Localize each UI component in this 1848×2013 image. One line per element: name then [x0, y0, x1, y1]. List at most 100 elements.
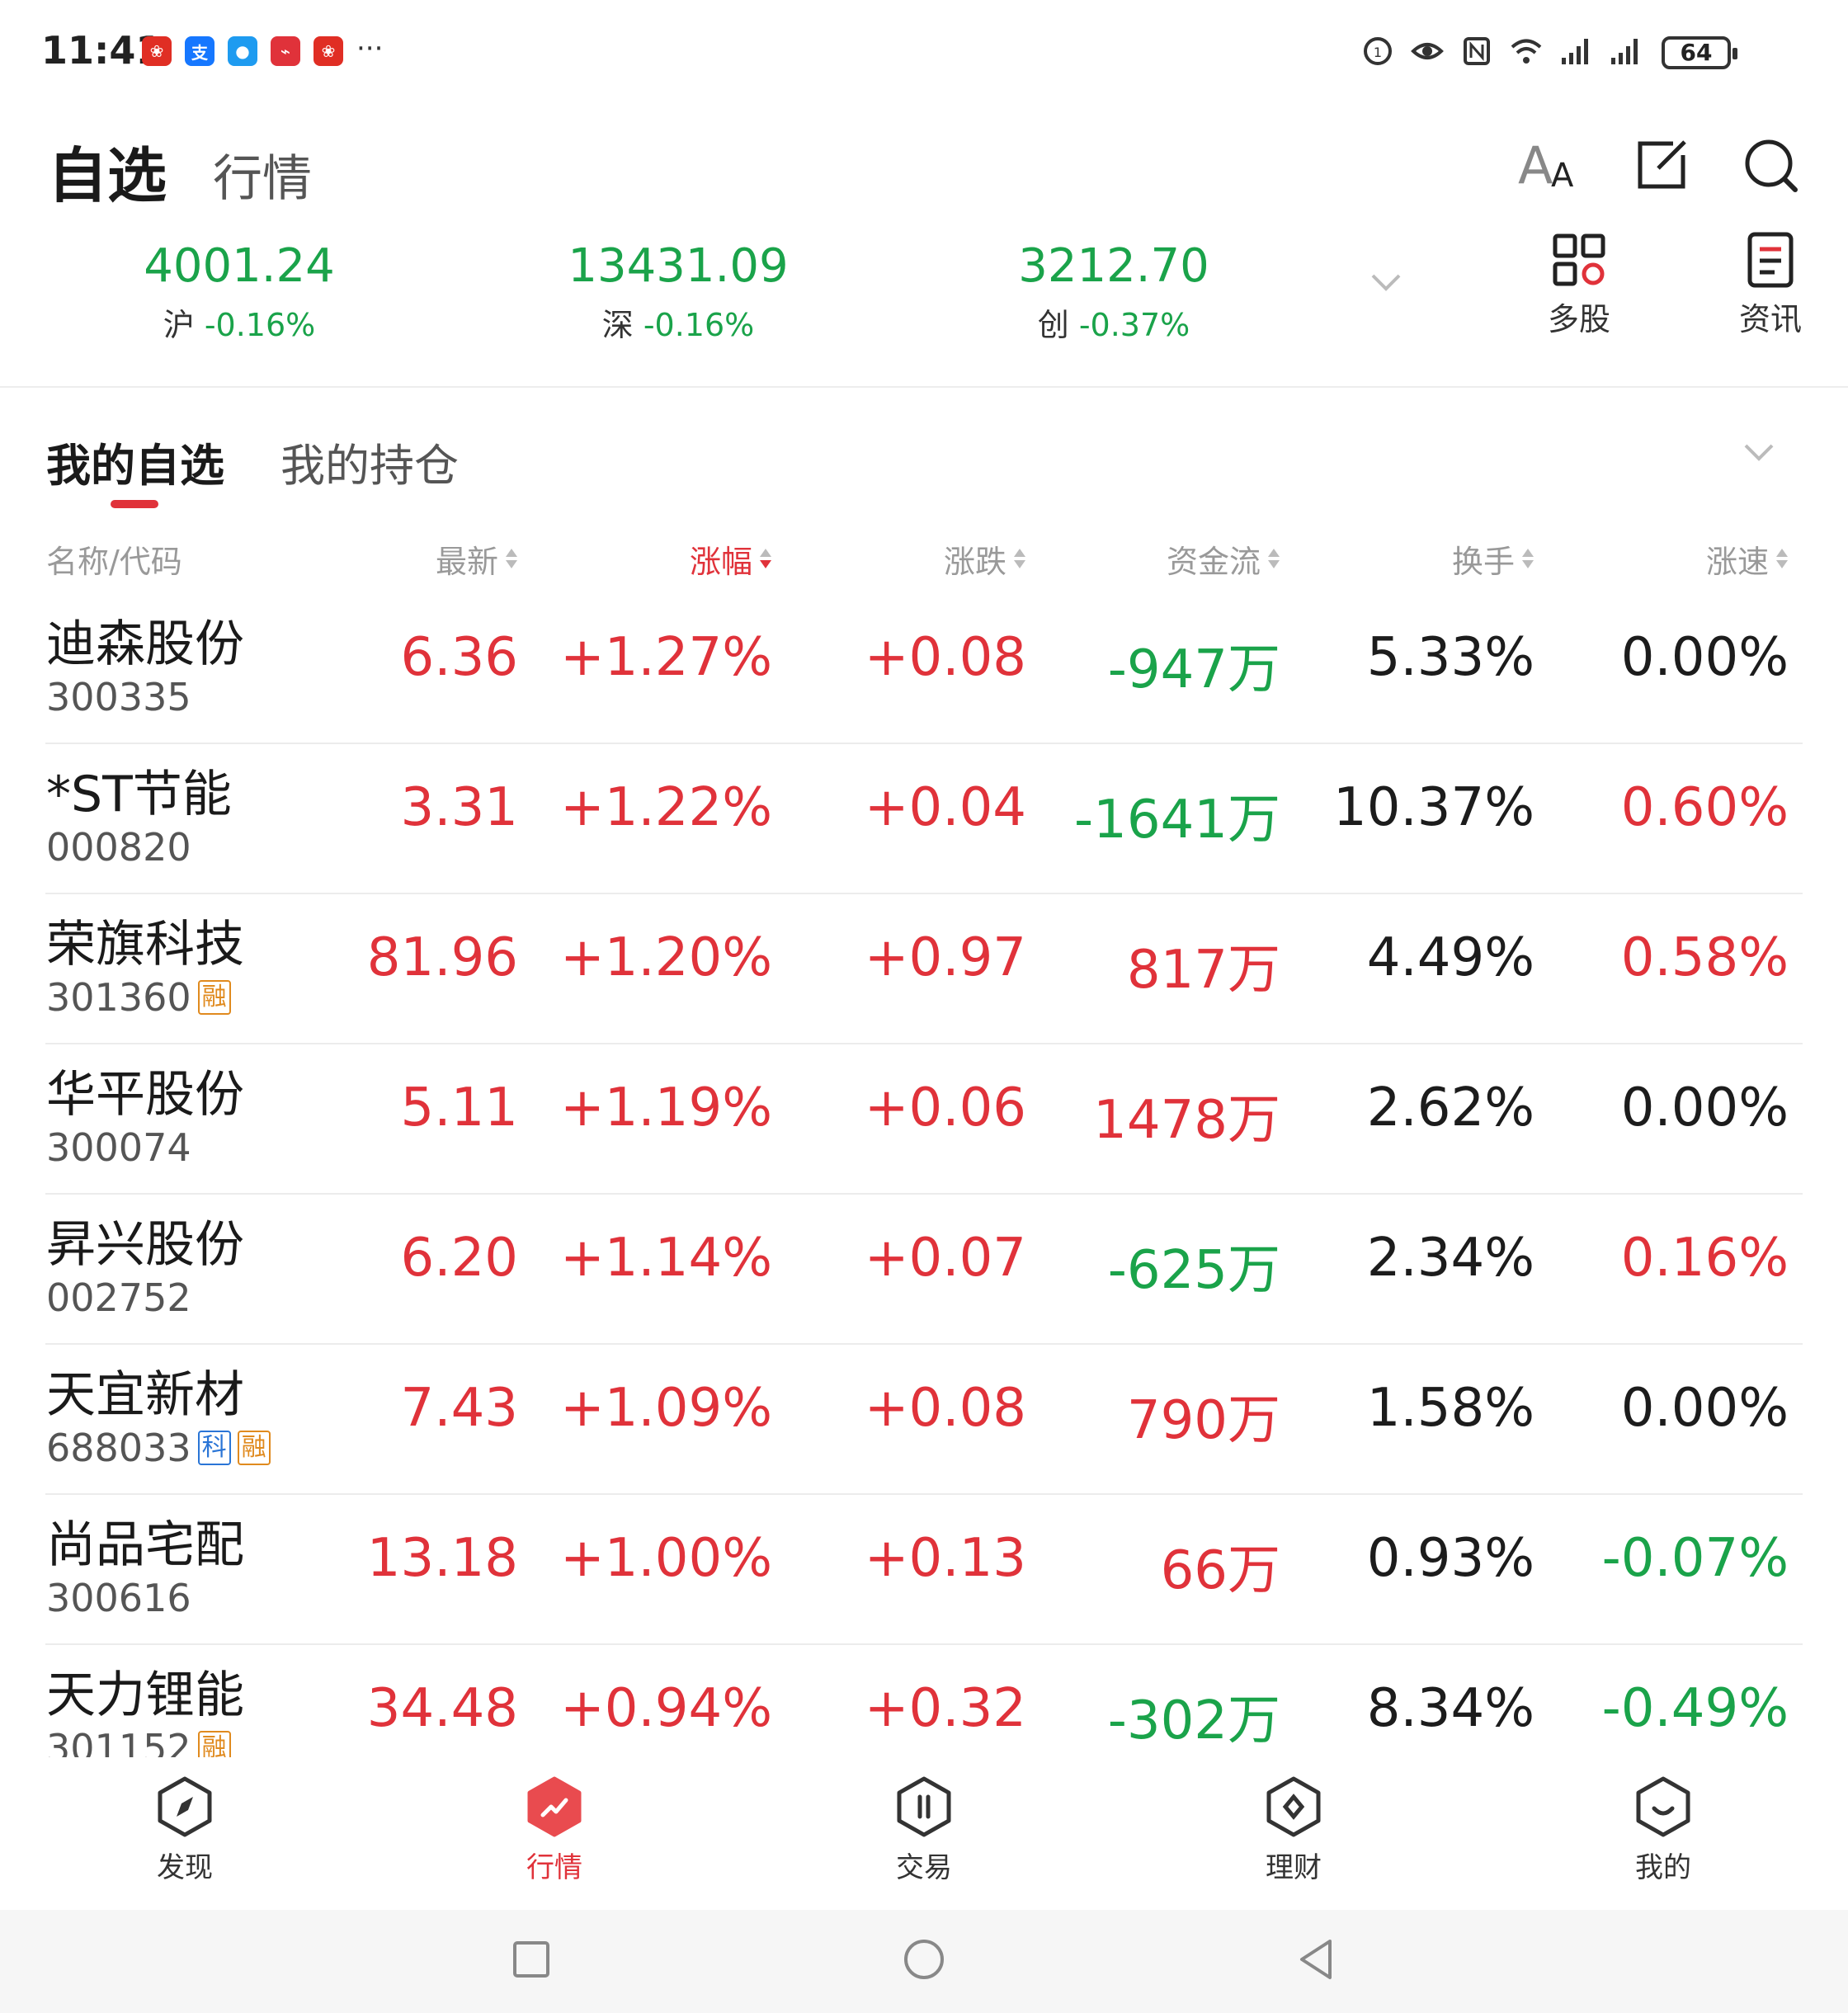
cell-turnover: 5.33% — [1366, 627, 1534, 688]
page-title[interactable]: 自选 — [48, 141, 167, 210]
sort-icon — [1521, 547, 1534, 572]
cell-fund-flow: -1641万 — [1074, 790, 1280, 851]
index-shenzhen[interactable]: 13431.09 深 -0.16% — [530, 239, 827, 345]
col-turnover[interactable]: 换手 — [1452, 536, 1534, 582]
news-button[interactable]: 资讯 — [1713, 231, 1828, 339]
data-saver-icon: 1 — [1364, 37, 1392, 65]
index-shanghai[interactable]: 4001.24 沪 -0.16% — [91, 239, 388, 345]
grid-icon — [1553, 233, 1605, 286]
col-fund-flow[interactable]: 资金流 — [1167, 536, 1280, 582]
font-size-icon[interactable]: A A — [1515, 132, 1581, 198]
table-row[interactable]: *ST节能 000820 3.31 +1.22% +0.04 -1641万 10.37% 0.… — [0, 744, 1848, 894]
cell-change: +0.97 — [864, 927, 1026, 988]
index-change: -0.37% — [1078, 307, 1190, 343]
nav-label: 行情 — [526, 1851, 582, 1884]
tab-my-watchlist[interactable]: 我的自选 — [46, 429, 224, 508]
col-change-pct[interactable]: 涨幅 — [690, 536, 772, 582]
nav-market[interactable]: 行情 — [472, 1775, 637, 1885]
index-change: -0.16% — [643, 307, 755, 343]
nav-finance[interactable]: 理财 — [1211, 1775, 1376, 1885]
stock-code-wrap: 300335 — [46, 675, 191, 719]
index-value: 3212.70 — [1018, 239, 1209, 293]
compass-icon — [158, 1776, 212, 1837]
home-icon[interactable] — [899, 1935, 949, 1984]
cell-fund-flow: 1478万 — [1093, 1090, 1280, 1151]
chevron-down-icon[interactable] — [1741, 434, 1777, 470]
col-speed[interactable]: 涨速 — [1706, 536, 1789, 582]
header: 自选 行情 A A — [0, 116, 1848, 214]
cell-turnover: 4.49% — [1366, 927, 1534, 988]
row-divider — [45, 1643, 1803, 1645]
cell-fund-flow: 66万 — [1160, 1540, 1280, 1601]
stock-tag: 融 — [197, 1731, 231, 1757]
sort-icon — [1775, 547, 1789, 572]
signal-icon — [1562, 39, 1588, 64]
cell-speed: 0.00% — [1620, 1378, 1789, 1439]
nav-label: 发现 — [157, 1851, 213, 1884]
signal-icon-2 — [1611, 39, 1638, 64]
system-icons: 1 — [1361, 35, 1642, 68]
profile-icon — [1636, 1776, 1690, 1837]
cell-speed: 0.16% — [1620, 1228, 1789, 1289]
cell-fund-flow: 790万 — [1126, 1390, 1280, 1451]
cell-speed: -0.07% — [1601, 1528, 1789, 1589]
svg-text:1: 1 — [1374, 45, 1382, 60]
cell-speed: 0.00% — [1620, 1077, 1789, 1138]
news-label: 资讯 — [1738, 301, 1802, 337]
stock-code-wrap: 000820 — [46, 825, 191, 870]
cell-change: +0.06 — [864, 1077, 1026, 1138]
table-row[interactable]: 天力锂能 301152 融 34.48 +0.94% +0.32 -302万 8.34% -0.… — [0, 1645, 1848, 1757]
bottom-nav: 发现 行情 交易 理财 我的 — [0, 1757, 1848, 1910]
search-icon[interactable] — [1737, 132, 1803, 198]
table-row[interactable]: 尚品宅配 300616 13.18 +1.00% +0.13 66万 0.93% -0.07% — [0, 1495, 1848, 1645]
tab-my-holdings[interactable]: 我的持仓 — [280, 440, 459, 492]
table-row[interactable]: 迪森股份 300335 6.36 +1.27% +0.08 -947万 5.33% 0.00% — [0, 594, 1848, 744]
stock-name: 尚品宅配 — [46, 1516, 244, 1574]
table-row[interactable]: 天宜新材 688033 科融 7.43 +1.09% +0.08 790万 1.58% 0.00… — [0, 1345, 1848, 1495]
market-icon — [527, 1776, 582, 1837]
index-name: 沪 — [163, 307, 195, 343]
stock-code: 300335 — [46, 675, 191, 719]
cell-change-pct: +1.27% — [560, 627, 772, 688]
nav-discover[interactable]: 发现 — [102, 1775, 267, 1885]
stock-code-wrap: 301152 融 — [46, 1726, 231, 1757]
cell-latest: 6.36 — [400, 627, 519, 688]
cell-change: +0.08 — [864, 1378, 1026, 1439]
stock-code-wrap: 300616 — [46, 1576, 191, 1620]
sort-icon — [1013, 547, 1026, 572]
stock-code: 301152 — [46, 1726, 191, 1757]
index-strip: 4001.24 沪 -0.16% 13431.09 深 -0.16% 3212.… — [0, 231, 1848, 388]
cell-speed: -0.49% — [1601, 1678, 1789, 1739]
stock-list[interactable]: 迪森股份 300335 6.36 +1.27% +0.08 -947万 5.33% 0.00%… — [0, 594, 1848, 1757]
stock-name: 迪森股份 — [46, 615, 244, 673]
index-chinext[interactable]: 3212.70 创 -0.37% — [965, 239, 1262, 345]
stock-name: *ST节能 — [46, 766, 232, 823]
row-divider — [45, 1343, 1803, 1345]
index-name: 深 — [601, 307, 634, 343]
sort-icon — [759, 547, 772, 572]
back-icon[interactable] — [1292, 1935, 1341, 1984]
col-name-code: 名称/代码 — [46, 544, 182, 580]
multi-stock-button[interactable]: 多股 — [1521, 231, 1637, 339]
table-row[interactable]: 昇兴股份 002752 6.20 +1.14% +0.07 -625万 2.34% 0.16% — [0, 1195, 1848, 1345]
stock-tag: 融 — [237, 1431, 271, 1465]
index-change: -0.16% — [204, 307, 316, 343]
cell-fund-flow: -302万 — [1107, 1690, 1280, 1751]
edit-icon[interactable] — [1629, 132, 1695, 198]
finance-icon — [1266, 1776, 1321, 1837]
cell-change: +0.08 — [864, 627, 1026, 688]
chevron-down-icon[interactable] — [1368, 264, 1404, 300]
index-value: 4001.24 — [144, 239, 335, 293]
row-divider — [45, 1493, 1803, 1495]
col-change[interactable]: 涨跌 — [944, 536, 1026, 582]
table-row[interactable]: 华平股份 300074 5.11 +1.19% +0.06 1478万 2.62% 0.00% — [0, 1044, 1848, 1195]
eye-icon — [1411, 43, 1444, 59]
col-latest[interactable]: 最新 — [436, 536, 518, 582]
recents-icon[interactable] — [507, 1935, 556, 1984]
table-row[interactable]: 荣旗科技 301360 融 81.96 +1.20% +0.97 817万 4.49% 0.58… — [0, 894, 1848, 1044]
market-tab-title[interactable]: 行情 — [213, 150, 312, 208]
row-divider — [45, 742, 1803, 744]
nav-profile[interactable]: 我的 — [1581, 1775, 1746, 1885]
nav-trade[interactable]: 交易 — [842, 1775, 1006, 1885]
cell-change-pct: +1.19% — [560, 1077, 772, 1138]
